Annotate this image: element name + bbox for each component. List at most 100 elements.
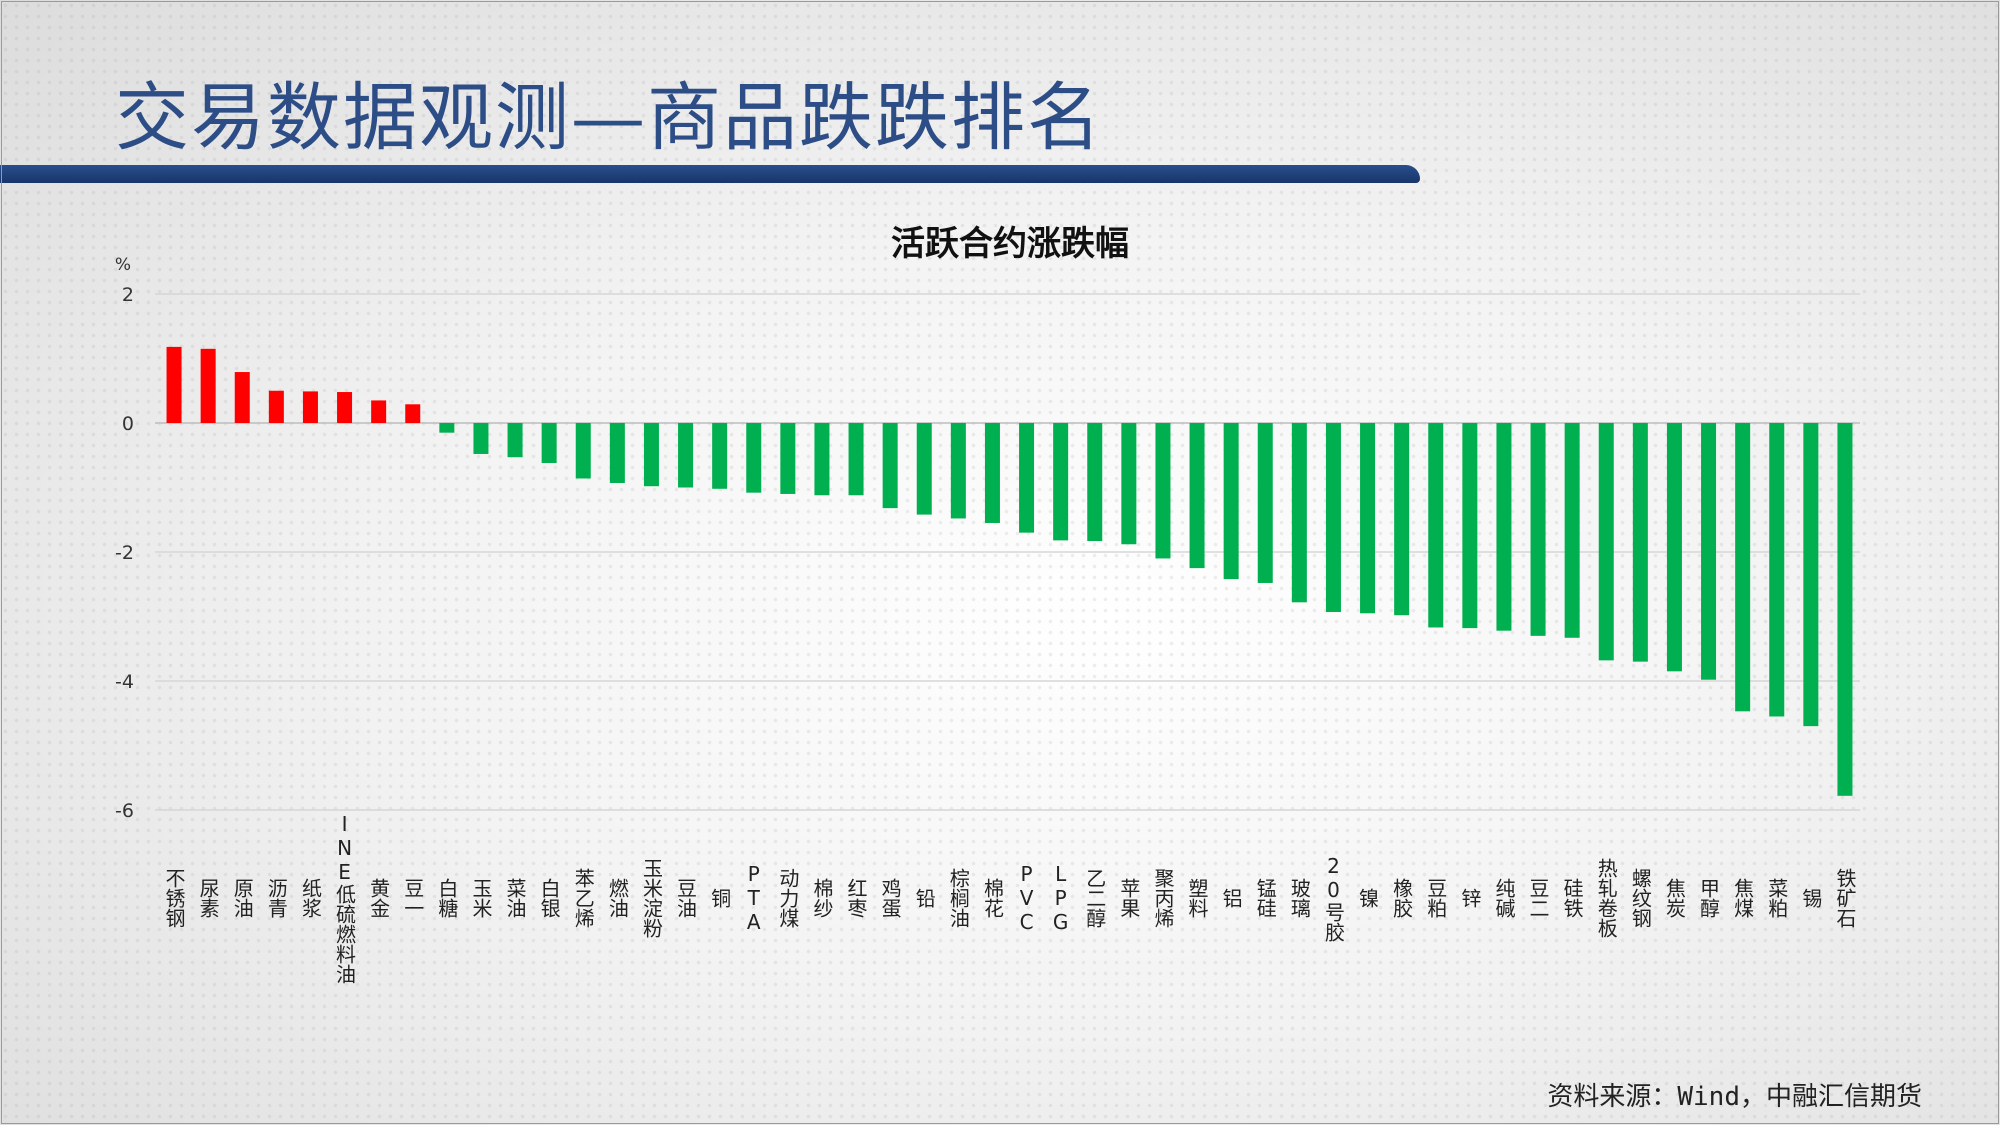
x-tick-label: 焦炭 <box>1662 878 1686 918</box>
chart-title: 活跃合约涨跌幅 <box>891 224 1129 264</box>
bar-46 <box>1701 423 1717 680</box>
bar-15 <box>643 423 659 487</box>
title-underline-bar <box>0 165 1420 183</box>
x-tick-label: 动力煤 <box>776 868 800 928</box>
x-tick-label: 铁矿石 <box>1833 868 1857 928</box>
bar-22 <box>882 423 898 509</box>
x-tick-label: 热轧卷板 <box>1594 858 1618 938</box>
x-tick-label: 豆一 <box>401 878 425 918</box>
x-tick-label: 甲醇 <box>1697 878 1721 918</box>
x-tick-label: 不锈钢 <box>162 868 186 928</box>
x-tick-label: 玉米 <box>469 878 493 918</box>
x-tick-label: 玻璃 <box>1287 878 1311 918</box>
bar-24 <box>950 423 966 519</box>
x-tick-label: 豆二 <box>1526 878 1550 918</box>
x-tick-label: 鸡蛋 <box>878 878 902 918</box>
x-tick-label: 锰硅 <box>1253 878 1277 918</box>
x-tick-label: 乙二醇 <box>1083 868 1107 928</box>
bar-33 <box>1257 423 1273 583</box>
bar-13 <box>575 423 591 479</box>
bar-38 <box>1428 423 1444 628</box>
bar-35 <box>1325 423 1341 612</box>
bar-18 <box>746 423 762 493</box>
bar-9 <box>439 423 455 433</box>
x-tick-label: 菜油 <box>503 878 527 918</box>
x-tick-label: PTA <box>742 862 766 934</box>
bar-14 <box>609 423 625 483</box>
x-tick-label: 棉花 <box>980 878 1004 918</box>
bar-41 <box>1530 423 1546 636</box>
bar-42 <box>1564 423 1580 638</box>
x-tick-label: 白银 <box>537 878 561 918</box>
x-tick-label: 白糖 <box>435 878 459 918</box>
bar-37 <box>1394 423 1410 616</box>
x-tick-label: 原油 <box>230 878 254 918</box>
bar-36 <box>1360 423 1376 614</box>
x-tick-label: 豆粕 <box>1424 878 1448 918</box>
x-tick-label: 苹果 <box>1117 878 1141 918</box>
x-tick-label: 黄金 <box>367 878 391 918</box>
bar-39 <box>1462 423 1478 629</box>
x-tick-label: 橡胶 <box>1390 878 1414 918</box>
x-tick-label: 聚丙烯 <box>1151 868 1175 928</box>
bar-20 <box>814 423 830 496</box>
x-tick-label: 棕榈油 <box>946 868 970 928</box>
bar-50 <box>1837 423 1853 796</box>
x-tick-label: 螺纹钢 <box>1628 868 1652 928</box>
bar-25 <box>984 423 1000 523</box>
bar-45 <box>1666 423 1682 672</box>
x-tick-label: 锌 <box>1458 888 1482 908</box>
bar-1 <box>166 346 182 423</box>
y-axis-unit: % <box>115 255 131 275</box>
bar-3 <box>234 372 250 423</box>
bar-31 <box>1189 423 1205 569</box>
bar-43 <box>1598 423 1614 661</box>
x-tick-label: 纯碱 <box>1492 878 1516 918</box>
bar-23 <box>916 423 932 515</box>
x-tick-label: INE低硫燃料油 <box>333 812 357 984</box>
bar-17 <box>712 423 728 489</box>
bar-21 <box>848 423 864 496</box>
x-tick-label: 燃油 <box>605 878 629 918</box>
x-tick-label: 硅铁 <box>1560 878 1584 918</box>
x-tick-label: 铅 <box>912 888 936 908</box>
y-tick-label: 2 <box>122 284 134 306</box>
x-tick-label: 沥青 <box>264 878 288 918</box>
bar-11 <box>507 423 523 458</box>
bar-26 <box>1019 423 1035 533</box>
bar-10 <box>473 423 489 454</box>
x-tick-label: 棉纱 <box>810 878 834 918</box>
y-tick-label: 0 <box>122 413 134 435</box>
x-tick-label: LPG <box>1049 862 1073 934</box>
bar-16 <box>678 423 694 488</box>
x-tick-label: 20号胶 <box>1321 854 1345 942</box>
x-tick-label: 玉米淀粉 <box>639 858 663 938</box>
data-source-note: 资料来源：Wind，中融汇信期货 <box>1547 1082 1922 1112</box>
x-tick-label: 铜 <box>708 888 732 908</box>
bar-49 <box>1803 423 1819 727</box>
bar-2 <box>200 348 216 423</box>
bar-47 <box>1735 423 1751 712</box>
bar-4 <box>268 390 284 423</box>
bar-6 <box>337 392 353 423</box>
bar-44 <box>1632 423 1648 662</box>
x-tick-label: 苯乙烯 <box>571 868 595 928</box>
bar-8 <box>405 404 421 423</box>
bar-5 <box>302 391 318 423</box>
slide-title: 交易数据观测—商品跌跌排名 <box>115 75 1103 161</box>
x-tick-label: 镍 <box>1356 888 1380 908</box>
x-tick-label: 豆油 <box>674 878 698 918</box>
x-tick-label: 菜粕 <box>1765 878 1789 918</box>
bar-19 <box>780 423 796 494</box>
y-tick-label: -2 <box>115 542 134 564</box>
x-tick-label: 焦煤 <box>1731 878 1755 918</box>
x-tick-label: 红枣 <box>844 878 868 918</box>
x-tick-label: 锡 <box>1799 888 1823 908</box>
x-tick-label: 纸浆 <box>298 878 322 918</box>
bar-7 <box>371 400 387 423</box>
bar-48 <box>1769 423 1785 717</box>
bar-27 <box>1053 423 1069 541</box>
x-tick-label: PVC <box>1015 862 1039 934</box>
bar-28 <box>1087 423 1103 542</box>
